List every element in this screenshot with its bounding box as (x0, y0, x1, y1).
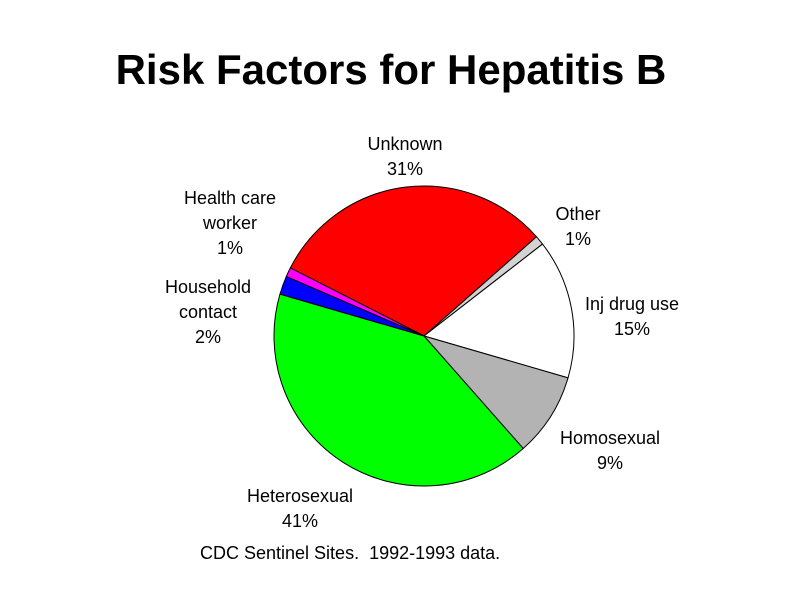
pie-slice (273, 293, 524, 487)
value-label: 1% (216, 238, 243, 258)
pie-slice (289, 185, 538, 337)
category-label: Other (555, 204, 601, 224)
category-label: Unknown (367, 134, 443, 154)
slice-label: Other 1% (528, 202, 628, 252)
category-label: Inj drug use (584, 294, 680, 314)
pie-slice (422, 335, 569, 450)
chart-title: Risk Factors for Hepatitis B (115, 46, 667, 93)
slice-label: Inj drug use 15% (552, 292, 712, 342)
value-label: 1% (564, 229, 591, 249)
category-label: Health care worker (183, 188, 277, 233)
value-label: 9% (596, 453, 623, 473)
category-label: Homosexual (559, 428, 661, 448)
slice-label: Homosexual 9% (530, 426, 690, 476)
slice-label: Health care worker 1% (165, 186, 295, 261)
category-label: Heterosexual (246, 486, 354, 506)
slice-label: Household contact 2% (148, 275, 268, 350)
value-label: 31% (386, 159, 424, 179)
value-label: 41% (281, 511, 319, 531)
value-label: 15% (613, 319, 651, 339)
slice-label: Heterosexual 41% (210, 484, 390, 534)
caption: CDC Sentinel Sites. 1992-1993 data. (200, 543, 501, 563)
value-label: 2% (194, 327, 221, 347)
pie-slice (285, 267, 425, 337)
category-label: Household contact (164, 277, 252, 322)
slice-label: Unknown 31% (335, 132, 475, 182)
pie-slice (422, 243, 575, 379)
